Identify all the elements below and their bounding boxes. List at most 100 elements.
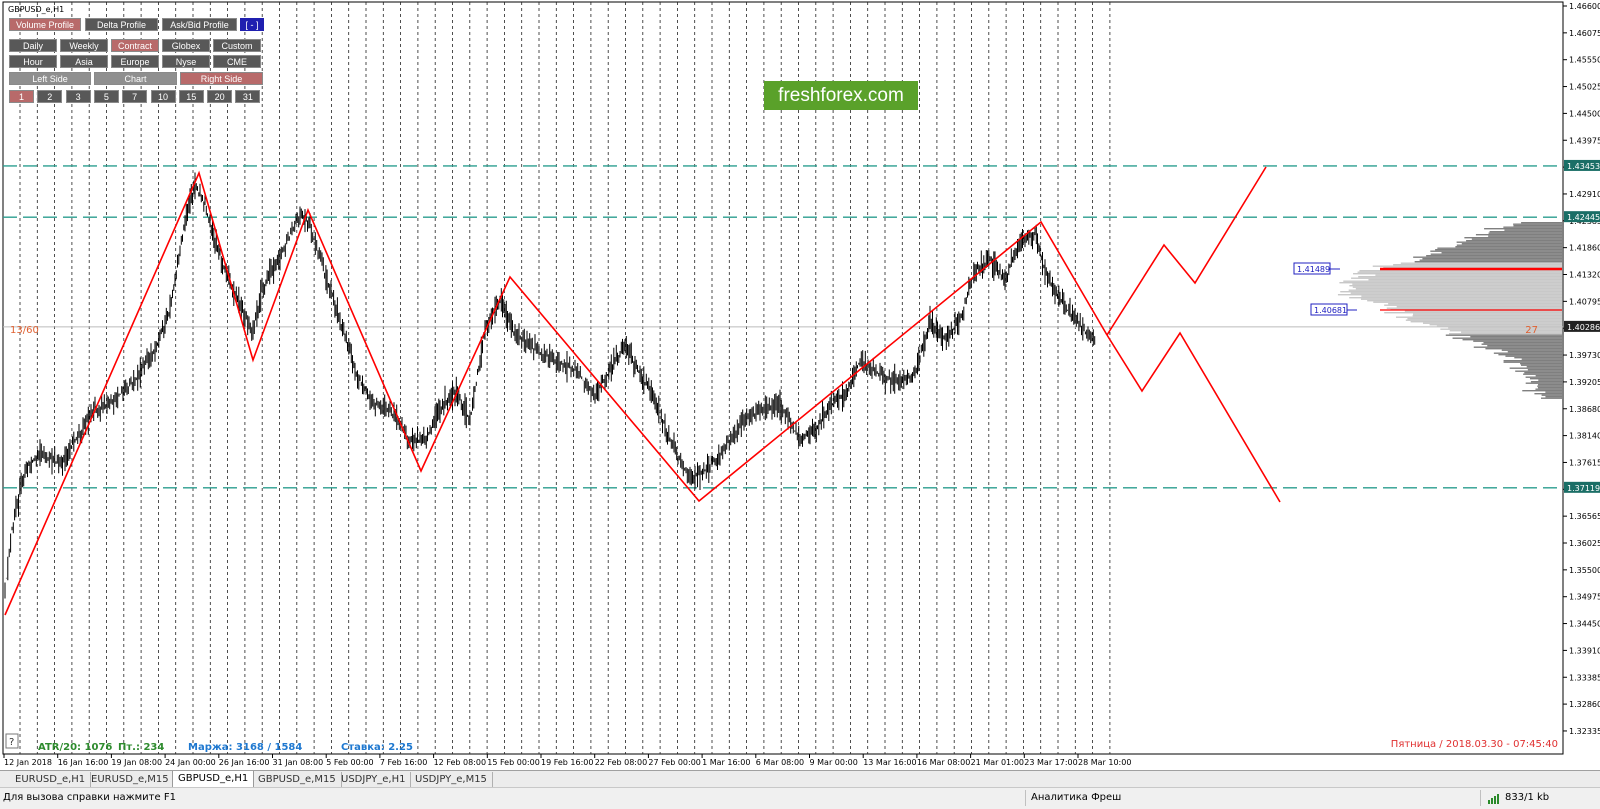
projection-up [1106,166,1267,336]
panel-button-31[interactable]: 31 [235,90,261,103]
panel-button-custom[interactable]: Custom [213,39,261,52]
atr-stat: ATR/20: 1076 [38,742,113,753]
price-tick-label: 1.38680 [1569,405,1600,414]
freshforex-logo: freshforex.com [764,81,918,110]
price-tick-label: 1.42910 [1569,190,1600,199]
panel-button-ask-bid-profile[interactable]: Ask/Bid Profile [162,18,237,31]
price-tick-label: 1.46600 [1569,2,1600,11]
panel-button-left-side[interactable]: Left Side [9,72,91,85]
profile-labels[interactable]: 1.41489 1.40681 [1293,262,1357,316]
price-level-value: 1.42445 [1567,213,1600,222]
chart-tab[interactable]: USDJPY_e,M15 [410,772,493,787]
time-tick-label: 31 Jan 08:00 [273,758,324,767]
left-side-label: 13/60 [10,325,39,336]
panel-button-volume-profile[interactable]: Volume Profile [9,18,81,31]
time-tick-label: 5 Feb 00:00 [326,758,373,767]
panel-button-2[interactable]: 2 [37,90,63,103]
price-tick-label: 1.40795 [1569,297,1600,306]
price-tick-label: 1.41860 [1569,244,1600,253]
price-tick-label: 1.32860 [1569,700,1600,709]
chart-tab[interactable]: EURUSD_e,M15 [86,772,175,787]
time-axis: 12 Jan 2018 16 Jan 16:00 19 Jan 08:00 24 Ja… [3,754,1131,767]
panel-button-7[interactable]: 7 [122,90,148,103]
price-tick-label: 1.45025 [1569,83,1600,92]
status-separator [1025,790,1026,806]
time-tick-label: 13 Mar 16:00 [863,758,916,767]
panel-button-[interactable]: [ - ] [240,18,264,31]
panel-button-europe[interactable]: Europe [111,55,159,68]
rate-stat: Ставка: 2.25 [341,742,413,753]
time-tick-label: 12 Feb 08:00 [434,758,486,767]
price-tick-label: 1.39730 [1569,351,1600,360]
price-tick-label: 1.33385 [1569,673,1600,682]
price-tick-label: 1.35500 [1569,566,1600,575]
time-tick-label: 15 Feb 00:00 [487,758,539,767]
price-tick-label: 1.37615 [1569,458,1600,467]
status-profile-name[interactable]: Аналитика Фреш [1031,792,1122,803]
panel-button-contract[interactable]: Contract [111,39,159,52]
profile-price-value: 1.40681 [1314,306,1347,315]
panel-button-cme[interactable]: CME [213,55,261,68]
panel-button-3[interactable]: 3 [65,90,91,103]
panel-button-right-side[interactable]: Right Side [180,72,263,85]
profile-price-box[interactable] [1310,303,1348,316]
status-help-text: Для вызова справки нажмите F1 [3,792,176,803]
panel-button-10[interactable]: 10 [150,90,176,103]
price-level-labels: 1.43453 1.42445 1.40286 1.37119 [1564,159,1600,493]
profile-price-value: 1.41489 [1297,265,1330,274]
price-axis: 1.46600 1.46075 1.45550 1.45025 1.44500 1.439… [1563,2,1600,736]
panel-button-chart[interactable]: Chart [94,72,177,85]
time-tick-label: 9 Mar 00:00 [810,758,858,767]
price-level-value: 1.40286 [1567,323,1600,332]
price-level-box [1564,320,1600,332]
vertical-grid [19,2,1111,754]
help-button[interactable] [5,733,19,749]
time-tick-label: 19 Feb 16:00 [541,758,593,767]
panel-button-asia[interactable]: Asia [60,55,108,68]
price-tick-label: 1.32335 [1569,727,1600,736]
connection-bars-icon [1488,794,1499,804]
chart-tab[interactable]: USDJPY_e,H1 [336,772,412,787]
price-tick-label: 1.36025 [1569,539,1600,548]
chart-window[interactable]: 1.46600 1.46075 1.45550 1.45025 1.44500 1.439… [0,0,1600,770]
price-tick-label: 1.38140 [1569,432,1600,441]
time-tick-label: 12 Jan 2018 [4,758,52,767]
server-datetime: Пятница / 2018.03.30 - 07:45:40 [1391,739,1558,750]
profile-price-box[interactable] [1293,262,1331,275]
chart-tab[interactable]: EURUSD_e,H1 [10,772,92,787]
panel-button-hour[interactable]: Hour [9,55,57,68]
panel-button-20[interactable]: 20 [207,90,233,103]
panel-button-15[interactable]: 15 [178,90,204,103]
price-level-box [1564,211,1600,223]
price-tick-label: 1.36565 [1569,512,1600,521]
margin-stat: Маржа: 3168 / 1584 [188,742,303,753]
price-level-box [1564,481,1600,493]
plot-border [2,1,1564,755]
horizontal-levels [3,165,1563,489]
projection-down [1106,331,1281,503]
panel-button-daily[interactable]: Daily [9,39,57,52]
price-tick-label: 1.41320 [1569,271,1600,280]
panel-button-nyse[interactable]: Nyse [162,55,210,68]
panel-button-5[interactable]: 5 [93,90,119,103]
chart-tab[interactable]: GBPUSD_e,M15 [253,772,342,787]
chart-canvas[interactable]: 1.46600 1.46075 1.45550 1.45025 1.44500 1.439… [0,0,1600,770]
chart-tabs-bar: EURUSD_e,H1 EURUSD_e,M15 GBPUSD_e,H1 GBPUSD… [0,770,1600,788]
price-tick-label: 1.34450 [1569,620,1600,629]
panel-button-weekly[interactable]: Weekly [60,39,108,52]
chart-tab[interactable]: GBPUSD_e,H1 [172,771,255,788]
panel-button-delta-profile[interactable]: Delta Profile [85,18,158,31]
time-tick-label: 21 Mar 01:00 [971,758,1024,767]
symbol-title: GBPUSD_e,H1 [8,5,64,14]
price-tick-label: 1.46075 [1569,29,1600,38]
time-tick-label: 27 Feb 00:00 [648,758,700,767]
time-tick-label: 19 Jan 08:00 [111,758,162,767]
right-side-label: 27 [1525,325,1538,336]
panel-button-globex[interactable]: Globex [162,39,210,52]
panel-button-1[interactable]: 1 [9,90,34,103]
time-tick-label: 22 Feb 08:00 [595,758,647,767]
pt-stat: Пт.: 234 [118,742,165,753]
help-button-label: ? [9,737,14,748]
price-tick-label: 1.45550 [1569,56,1600,65]
volume-profile [1337,222,1562,399]
